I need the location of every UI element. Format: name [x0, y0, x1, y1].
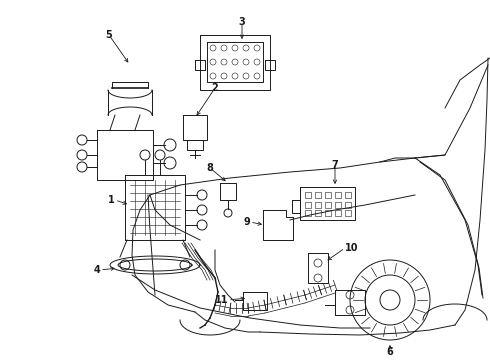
Text: 8: 8: [207, 163, 214, 173]
Bar: [345, 202, 351, 208]
Text: 2: 2: [212, 83, 219, 93]
Text: 7: 7: [332, 160, 339, 170]
Text: 3: 3: [239, 17, 245, 27]
Bar: [305, 192, 311, 198]
Bar: [315, 210, 321, 216]
Bar: [305, 210, 311, 216]
Text: 4: 4: [93, 265, 100, 275]
Bar: [305, 202, 311, 208]
Bar: [345, 192, 351, 198]
Text: 10: 10: [345, 243, 359, 253]
Bar: [335, 202, 341, 208]
Bar: [345, 210, 351, 216]
Bar: [325, 192, 331, 198]
Bar: [335, 192, 341, 198]
Bar: [315, 202, 321, 208]
Bar: [335, 210, 341, 216]
Bar: [325, 210, 331, 216]
Text: 1: 1: [108, 195, 115, 205]
Bar: [325, 202, 331, 208]
Text: 9: 9: [243, 217, 250, 227]
Text: 5: 5: [106, 30, 112, 40]
Bar: [315, 192, 321, 198]
Text: 11: 11: [215, 295, 228, 305]
Text: 6: 6: [387, 347, 393, 357]
